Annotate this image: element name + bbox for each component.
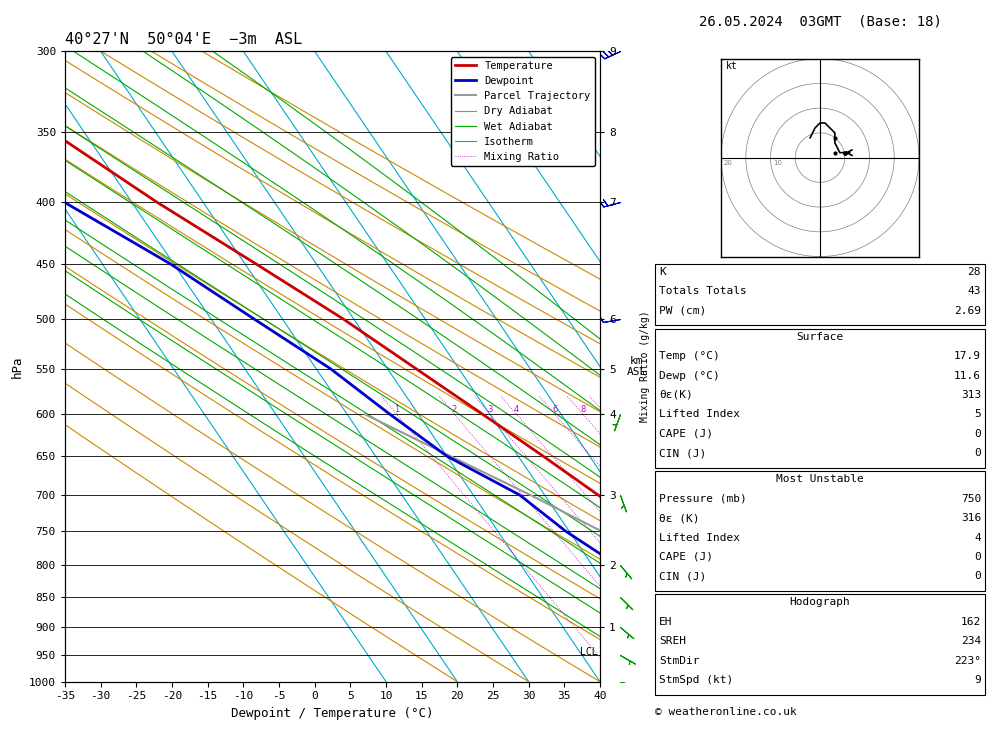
Text: Lifted Index: Lifted Index [659, 409, 740, 419]
Text: Pressure (mb): Pressure (mb) [659, 494, 747, 504]
Text: 4: 4 [974, 533, 981, 542]
Text: 2.69: 2.69 [954, 306, 981, 316]
Text: 0: 0 [974, 429, 981, 439]
Text: SREH: SREH [659, 636, 686, 647]
Text: Lifted Index: Lifted Index [659, 533, 740, 542]
Text: © weatheronline.co.uk: © weatheronline.co.uk [655, 707, 797, 717]
Text: Dewp (°C): Dewp (°C) [659, 371, 720, 380]
Text: 750: 750 [961, 494, 981, 504]
Text: Mixing Ratio (g/kg): Mixing Ratio (g/kg) [640, 311, 650, 422]
Text: Totals Totals: Totals Totals [659, 286, 747, 296]
Text: θε(K): θε(K) [659, 390, 693, 400]
Text: 2: 2 [452, 405, 457, 414]
Text: 40°27'N  50°04'E  −3m  ASL: 40°27'N 50°04'E −3m ASL [65, 32, 302, 48]
Text: 316: 316 [961, 513, 981, 523]
Text: EH: EH [659, 617, 673, 627]
Text: 9: 9 [974, 675, 981, 685]
Text: 20: 20 [724, 160, 732, 166]
Text: CAPE (J): CAPE (J) [659, 429, 713, 439]
Text: CIN (J): CIN (J) [659, 449, 706, 458]
Text: 0: 0 [974, 552, 981, 562]
Text: StmSpd (kt): StmSpd (kt) [659, 675, 733, 685]
Text: LCL: LCL [580, 647, 598, 657]
Text: Surface: Surface [796, 331, 844, 342]
Text: 1: 1 [394, 405, 399, 414]
Text: 5: 5 [974, 409, 981, 419]
Text: Most Unstable: Most Unstable [776, 474, 864, 485]
Text: StmDir: StmDir [659, 656, 700, 666]
Text: CAPE (J): CAPE (J) [659, 552, 713, 562]
Text: kt: kt [726, 61, 738, 70]
Text: 223°: 223° [954, 656, 981, 666]
Text: 26.05.2024  03GMT  (Base: 18): 26.05.2024 03GMT (Base: 18) [699, 15, 941, 29]
X-axis label: Dewpoint / Temperature (°C): Dewpoint / Temperature (°C) [231, 707, 434, 720]
Text: 4: 4 [514, 405, 519, 414]
Text: 162: 162 [961, 617, 981, 627]
Text: 3: 3 [487, 405, 493, 414]
Text: 17.9: 17.9 [954, 351, 981, 361]
Text: 8: 8 [580, 405, 586, 414]
Y-axis label: hPa: hPa [10, 356, 23, 377]
Text: PW (cm): PW (cm) [659, 306, 706, 316]
Text: K: K [659, 267, 666, 277]
Text: Temp (°C): Temp (°C) [659, 351, 720, 361]
Text: 43: 43 [968, 286, 981, 296]
Text: 10: 10 [773, 160, 782, 166]
Text: 234: 234 [961, 636, 981, 647]
Text: 0: 0 [974, 572, 981, 581]
Text: 6: 6 [552, 405, 557, 414]
Text: θε (K): θε (K) [659, 513, 700, 523]
Text: CIN (J): CIN (J) [659, 572, 706, 581]
Text: 313: 313 [961, 390, 981, 400]
Text: Hodograph: Hodograph [790, 597, 850, 608]
Text: 28: 28 [968, 267, 981, 277]
Text: 11.6: 11.6 [954, 371, 981, 380]
Text: 0: 0 [974, 449, 981, 458]
Y-axis label: km
ASL: km ASL [626, 356, 647, 377]
Legend: Temperature, Dewpoint, Parcel Trajectory, Dry Adiabat, Wet Adiabat, Isotherm, Mi: Temperature, Dewpoint, Parcel Trajectory… [451, 56, 595, 166]
